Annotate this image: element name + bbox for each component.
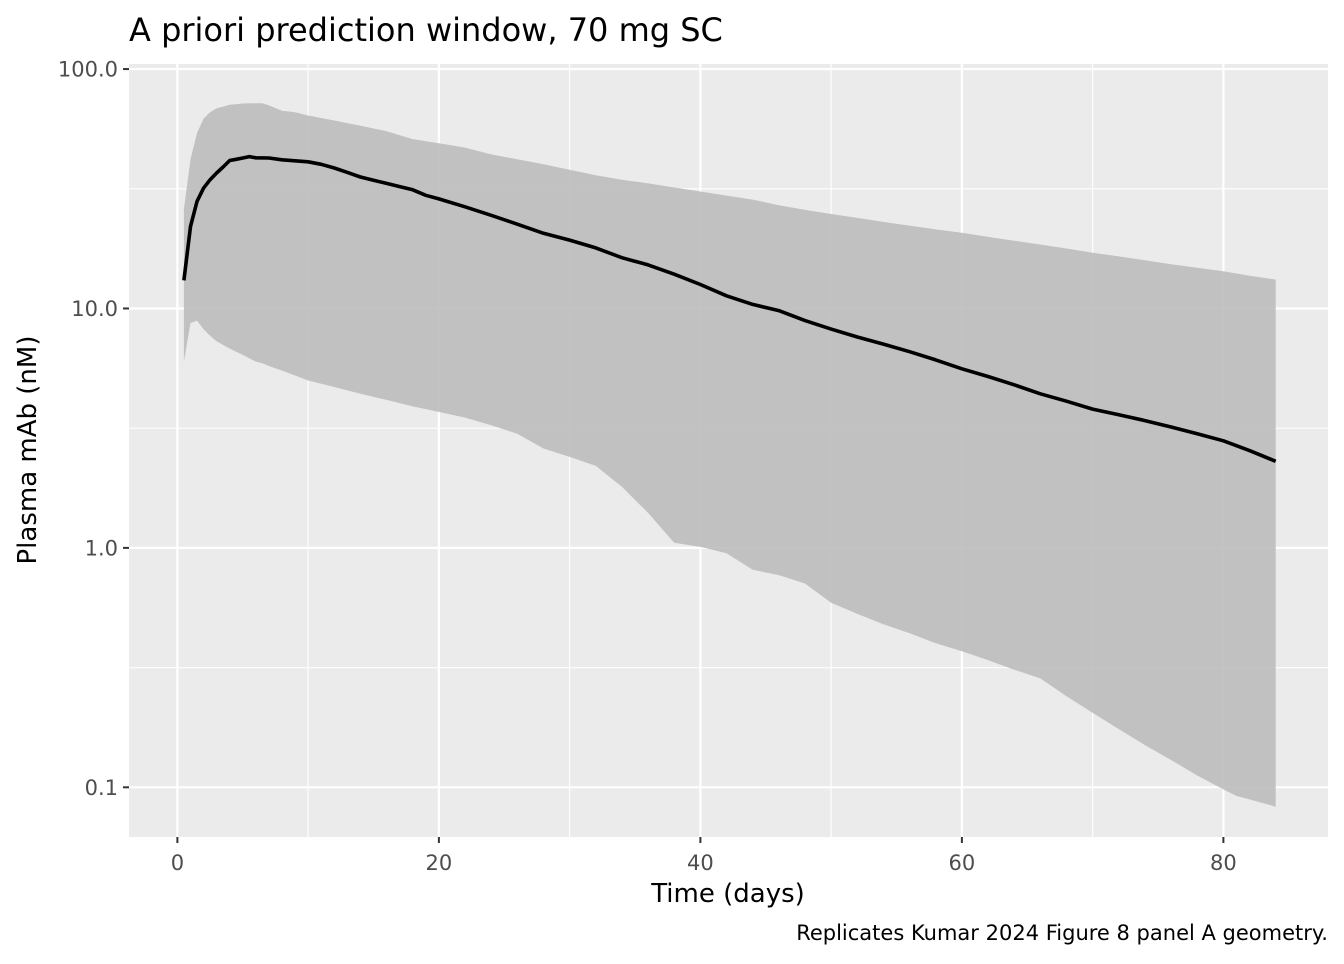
x-tick-label: 0	[171, 851, 184, 875]
chart-title: A priori prediction window, 70 mg SC	[129, 11, 723, 49]
y-tick-label: 10.0	[71, 297, 118, 321]
y-tick-label: 100.0	[58, 58, 118, 82]
median-prediction-line	[182, 154, 1277, 463]
y-axis-label: Plasma mAb (nM)	[13, 336, 43, 565]
chart-caption: Replicates Kumar 2024 Figure 8 panel A g…	[796, 921, 1328, 945]
x-axis: 0 20 40 60 80	[171, 837, 1237, 875]
x-tick-label: 40	[687, 851, 714, 875]
x-tick-label: 60	[949, 851, 976, 875]
x-tick-label: 20	[426, 851, 453, 875]
x-tick-label: 80	[1210, 851, 1237, 875]
prediction-band-ribbon	[183, 103, 1276, 807]
y-tick-label: 0.1	[85, 776, 118, 800]
x-axis-label: Time (days)	[650, 879, 805, 909]
y-tick-label: 1.0	[85, 536, 118, 560]
y-axis: 0.1 1.0 10.0 100.0	[58, 58, 129, 800]
